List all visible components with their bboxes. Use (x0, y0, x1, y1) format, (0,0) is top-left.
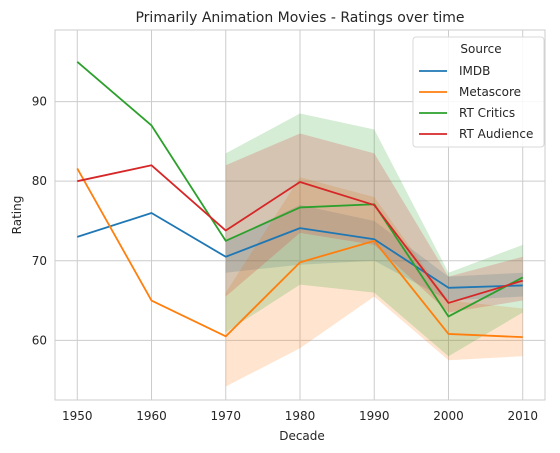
confidence-band (225, 113, 523, 357)
legend-box (412, 36, 545, 148)
legend-label: RT Audience (459, 127, 533, 141)
legend-entries: IMDB Metascore RT Critics RT Audience (419, 64, 533, 141)
chart-title: Primarily Animation Movies - Ratings ove… (135, 10, 464, 26)
legend-title: Source (460, 42, 501, 56)
y-tick-label: 80 (32, 174, 47, 188)
x-tick-labels: 1950 1960 1970 1980 1990 2000 2010 (62, 409, 538, 423)
confidence-band (225, 133, 523, 313)
x-tick-label: 1980 (285, 409, 316, 423)
series-line (77, 164, 523, 304)
x-axis-label: Decade (279, 429, 325, 443)
legend-label: IMDB (459, 64, 490, 78)
legend: Source IMDB Metascore RT Critics RT Audienc… (412, 36, 545, 148)
y-axis-label: Rating (10, 196, 24, 235)
x-tick-label: 1960 (136, 409, 167, 423)
x-tick-label: 1970 (210, 409, 241, 423)
x-tick-label: 2000 (433, 409, 464, 423)
x-tick-label: 1950 (62, 409, 93, 423)
x-tick-label: 1990 (359, 409, 390, 423)
series-line (76, 212, 523, 289)
series-lines (76, 61, 524, 339)
y-tick-labels: 60 70 80 90 (32, 95, 47, 348)
y-tick-label: 70 (32, 254, 47, 268)
y-tick-label: 60 (32, 333, 47, 347)
series-line (76, 168, 523, 339)
y-tick-label: 90 (32, 95, 47, 109)
legend-label: Metascore (459, 85, 521, 99)
x-tick-label: 2010 (507, 409, 538, 423)
legend-label: RT Critics (459, 106, 515, 120)
series-line (76, 61, 524, 318)
plot-frame (54, 29, 546, 401)
